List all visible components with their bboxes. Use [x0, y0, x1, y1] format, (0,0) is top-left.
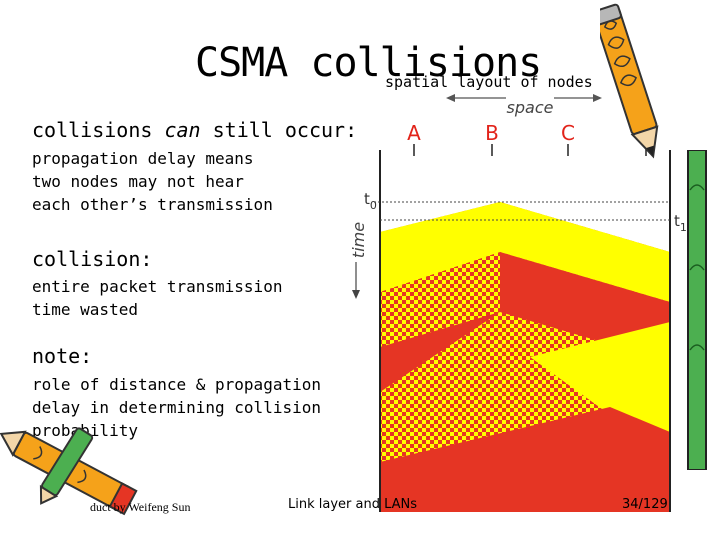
idle-region: [380, 156, 670, 252]
collision-zone: [380, 352, 610, 462]
packet-b-reach-d: [530, 322, 670, 432]
t1-label: t1: [674, 212, 687, 234]
point-3-detail: role of distance & propagation delay in …: [32, 375, 321, 440]
footer-page-number: 34/129: [622, 497, 668, 512]
point-1-heading: collisions can still occur:: [32, 118, 358, 142]
footer-chapter: Link layer and LANs: [288, 497, 418, 512]
packet-b-band: [380, 202, 670, 302]
node-label-a: A: [407, 121, 421, 145]
diagram-caption: spatial layout of nodes: [385, 73, 593, 91]
point-3-heading: note:: [32, 344, 93, 368]
packet-d-reach-a: [380, 312, 500, 392]
node-label-c: C: [561, 121, 575, 145]
pencil-clipart-side: [687, 150, 707, 470]
time-axis: time: [349, 222, 368, 299]
pencil-clipart-bottom: [0, 427, 138, 516]
packet-d-tail: [380, 407, 670, 512]
t0-label: t0: [364, 190, 377, 212]
point-1-detail: propagation delay means two nodes may no…: [32, 149, 273, 214]
space-axis: space: [446, 94, 602, 117]
point-2-detail: entire packet transmission time wasted: [32, 277, 283, 319]
footer-credit: duct by Weifeng Sun: [90, 500, 191, 514]
slide-title: CSMA collisions: [195, 40, 542, 86]
space-time-diagram: space A B C D t0 t1 time: [349, 94, 687, 512]
node-label-b: B: [485, 121, 499, 145]
pencil-clipart-top: [600, 3, 659, 159]
space-label: space: [507, 98, 554, 117]
point-2-heading: collision:: [32, 247, 153, 271]
time-label: time: [349, 222, 368, 258]
